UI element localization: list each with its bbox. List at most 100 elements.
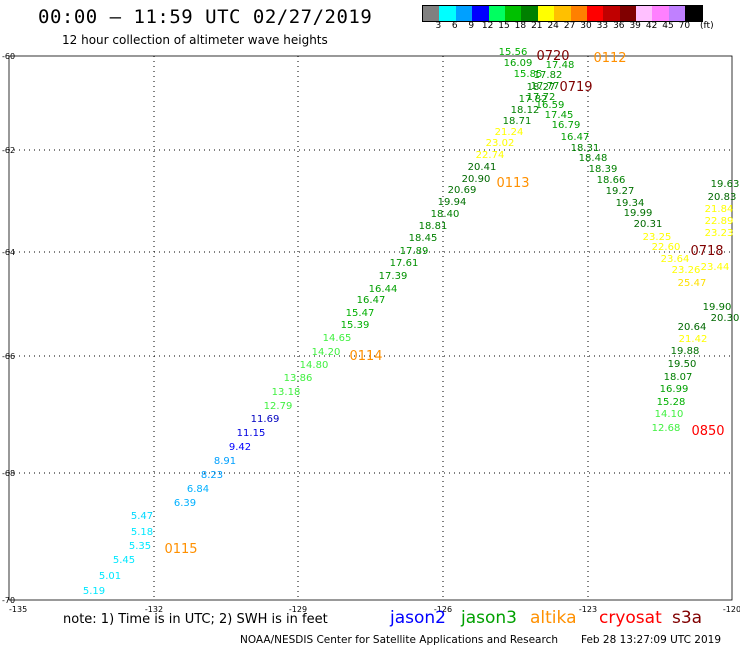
color-scale-label: 36 xyxy=(613,21,625,31)
color-swatch xyxy=(619,6,637,21)
wave-height-label: 15.47 xyxy=(346,308,375,319)
wave-height-label: 14.20 xyxy=(312,347,341,358)
page-subtitle: 12 hour collection of altimeter wave hei… xyxy=(62,33,328,47)
wave-height-label: 20.41 xyxy=(468,162,497,173)
color-swatch xyxy=(521,6,538,21)
color-scale-label: 27 xyxy=(563,21,576,31)
wave-height-label: 18.48 xyxy=(579,153,608,164)
color-swatch xyxy=(455,6,473,21)
footer-note: note: 1) Time is in UTC; 2) SWH is in fe… xyxy=(63,612,328,627)
wave-height-label: 23.25 xyxy=(643,232,672,243)
wave-height-label: 20.90 xyxy=(462,174,491,185)
pass-time-label: 0113 xyxy=(496,176,529,191)
wave-height-label: 11.69 xyxy=(251,414,280,425)
wave-height-label: 14.10 xyxy=(655,409,684,420)
wave-height-label: 23.64 xyxy=(661,254,690,265)
lon-tick-label: -126 xyxy=(434,605,452,614)
page-title: 00:00 – 11:59 UTC 02/27/2019 xyxy=(38,6,373,28)
wave-height-label: 19.90 xyxy=(703,302,732,313)
lon-tick-label: -120 xyxy=(723,605,740,614)
wave-height-label: 22.74 xyxy=(476,150,505,161)
lon-tick-label: -132 xyxy=(145,605,163,614)
wave-height-label: 17.39 xyxy=(379,271,408,282)
wave-height-label: 6.84 xyxy=(187,484,209,495)
wave-height-label: 13.18 xyxy=(272,387,301,398)
legend-cryosat: cryosat xyxy=(599,608,662,628)
color-swatch xyxy=(636,6,653,21)
color-scale-label: 42 xyxy=(645,21,658,31)
color-scale-label: 21 xyxy=(531,21,543,31)
wave-height-label: 19.34 xyxy=(616,198,645,209)
pass-time-label: 0112 xyxy=(593,51,626,66)
color-scale-label: 24 xyxy=(547,21,559,31)
map-frame xyxy=(8,55,733,601)
lat-tick-label: -64 xyxy=(2,248,15,257)
wave-height-label: 18.12 xyxy=(511,105,540,116)
color-scale-label: 33 xyxy=(596,21,609,31)
wave-height-label: 23.02 xyxy=(486,138,515,149)
wave-height-label: 18.81 xyxy=(419,221,448,232)
wave-height-label: 16.79 xyxy=(552,120,581,131)
wave-height-label: 19.99 xyxy=(624,208,653,219)
wave-height-label: 21.84 xyxy=(705,204,734,215)
color-swatch xyxy=(439,6,456,21)
wave-height-label: 17.48 xyxy=(546,60,575,71)
wave-height-label: 20.69 xyxy=(448,185,477,196)
wave-height-label: 19.88 xyxy=(671,346,700,357)
wave-height-label: 16.47 xyxy=(357,295,386,306)
wave-height-label: 23.44 xyxy=(701,262,730,273)
pass-time-label: 0114 xyxy=(349,349,382,364)
wave-height-label: 5.01 xyxy=(99,571,121,582)
color-swatch xyxy=(554,6,571,21)
wave-height-label: 16.99 xyxy=(660,384,689,395)
wave-height-label: 17.72 xyxy=(527,92,556,103)
pass-time-label: 0115 xyxy=(164,542,197,557)
wave-height-label: 21.42 xyxy=(679,334,708,345)
lat-tick-label: -66 xyxy=(2,352,15,361)
color-scale-label: 9 xyxy=(468,21,475,31)
wave-height-label: 15.56 xyxy=(499,47,528,58)
wave-height-label: 23.26 xyxy=(672,265,701,276)
wave-height-label: 22.89 xyxy=(705,216,734,227)
wave-height-label: 17.61 xyxy=(390,258,419,269)
color-swatch xyxy=(570,6,587,21)
wave-height-label: 18.07 xyxy=(664,372,693,383)
color-swatch xyxy=(488,6,505,21)
pass-time-label: 0719 xyxy=(559,80,592,95)
color-swatch xyxy=(603,6,620,21)
wave-height-label: 11.15 xyxy=(237,428,266,439)
color-scale-label: 30 xyxy=(580,21,592,31)
lat-tick-label: -70 xyxy=(2,596,15,605)
color-swatch xyxy=(423,6,440,21)
wave-height-label: 18.40 xyxy=(431,209,460,220)
color-scale-label: 12 xyxy=(481,21,494,31)
lon-tick-label: -129 xyxy=(289,605,307,614)
color-scale-label: 70 xyxy=(678,21,691,31)
color-scale-label: 39 xyxy=(629,21,641,31)
wave-height-label: 5.35 xyxy=(129,541,151,552)
wave-height-label: 13.86 xyxy=(284,373,313,384)
wave-height-label: 5.18 xyxy=(131,527,153,538)
wave-height-label: 19.27 xyxy=(606,186,635,197)
wave-height-label: 18.71 xyxy=(503,116,532,127)
wave-height-label: 25.47 xyxy=(678,278,707,289)
wave-height-label: 19.63 xyxy=(711,179,740,190)
color-swatch xyxy=(472,6,489,21)
pass-time-label: 0850 xyxy=(691,424,724,439)
wave-height-label: 16.44 xyxy=(369,284,398,295)
legend-jason2: jason2 xyxy=(390,608,446,628)
lat-tick-label: -60 xyxy=(2,52,15,61)
wave-height-label: 18.39 xyxy=(589,164,618,175)
color-scale-label: 18 xyxy=(514,21,527,31)
wave-height-label: 18.31 xyxy=(571,143,600,154)
wave-height-label: 21.24 xyxy=(495,127,524,138)
wave-height-label: 18.66 xyxy=(597,175,626,186)
color-scale-label: 45 xyxy=(662,21,674,31)
wave-height-label: 14.80 xyxy=(300,360,329,371)
pass-time-label: 0718 xyxy=(690,244,723,259)
wave-height-label: 8.91 xyxy=(214,456,236,467)
wave-height-label: 12.79 xyxy=(264,401,293,412)
legend-altika: altika xyxy=(530,608,577,628)
generated-timestamp: Feb 28 13:27:09 UTC 2019 xyxy=(581,634,721,646)
wave-height-label: 6.39 xyxy=(174,498,196,509)
